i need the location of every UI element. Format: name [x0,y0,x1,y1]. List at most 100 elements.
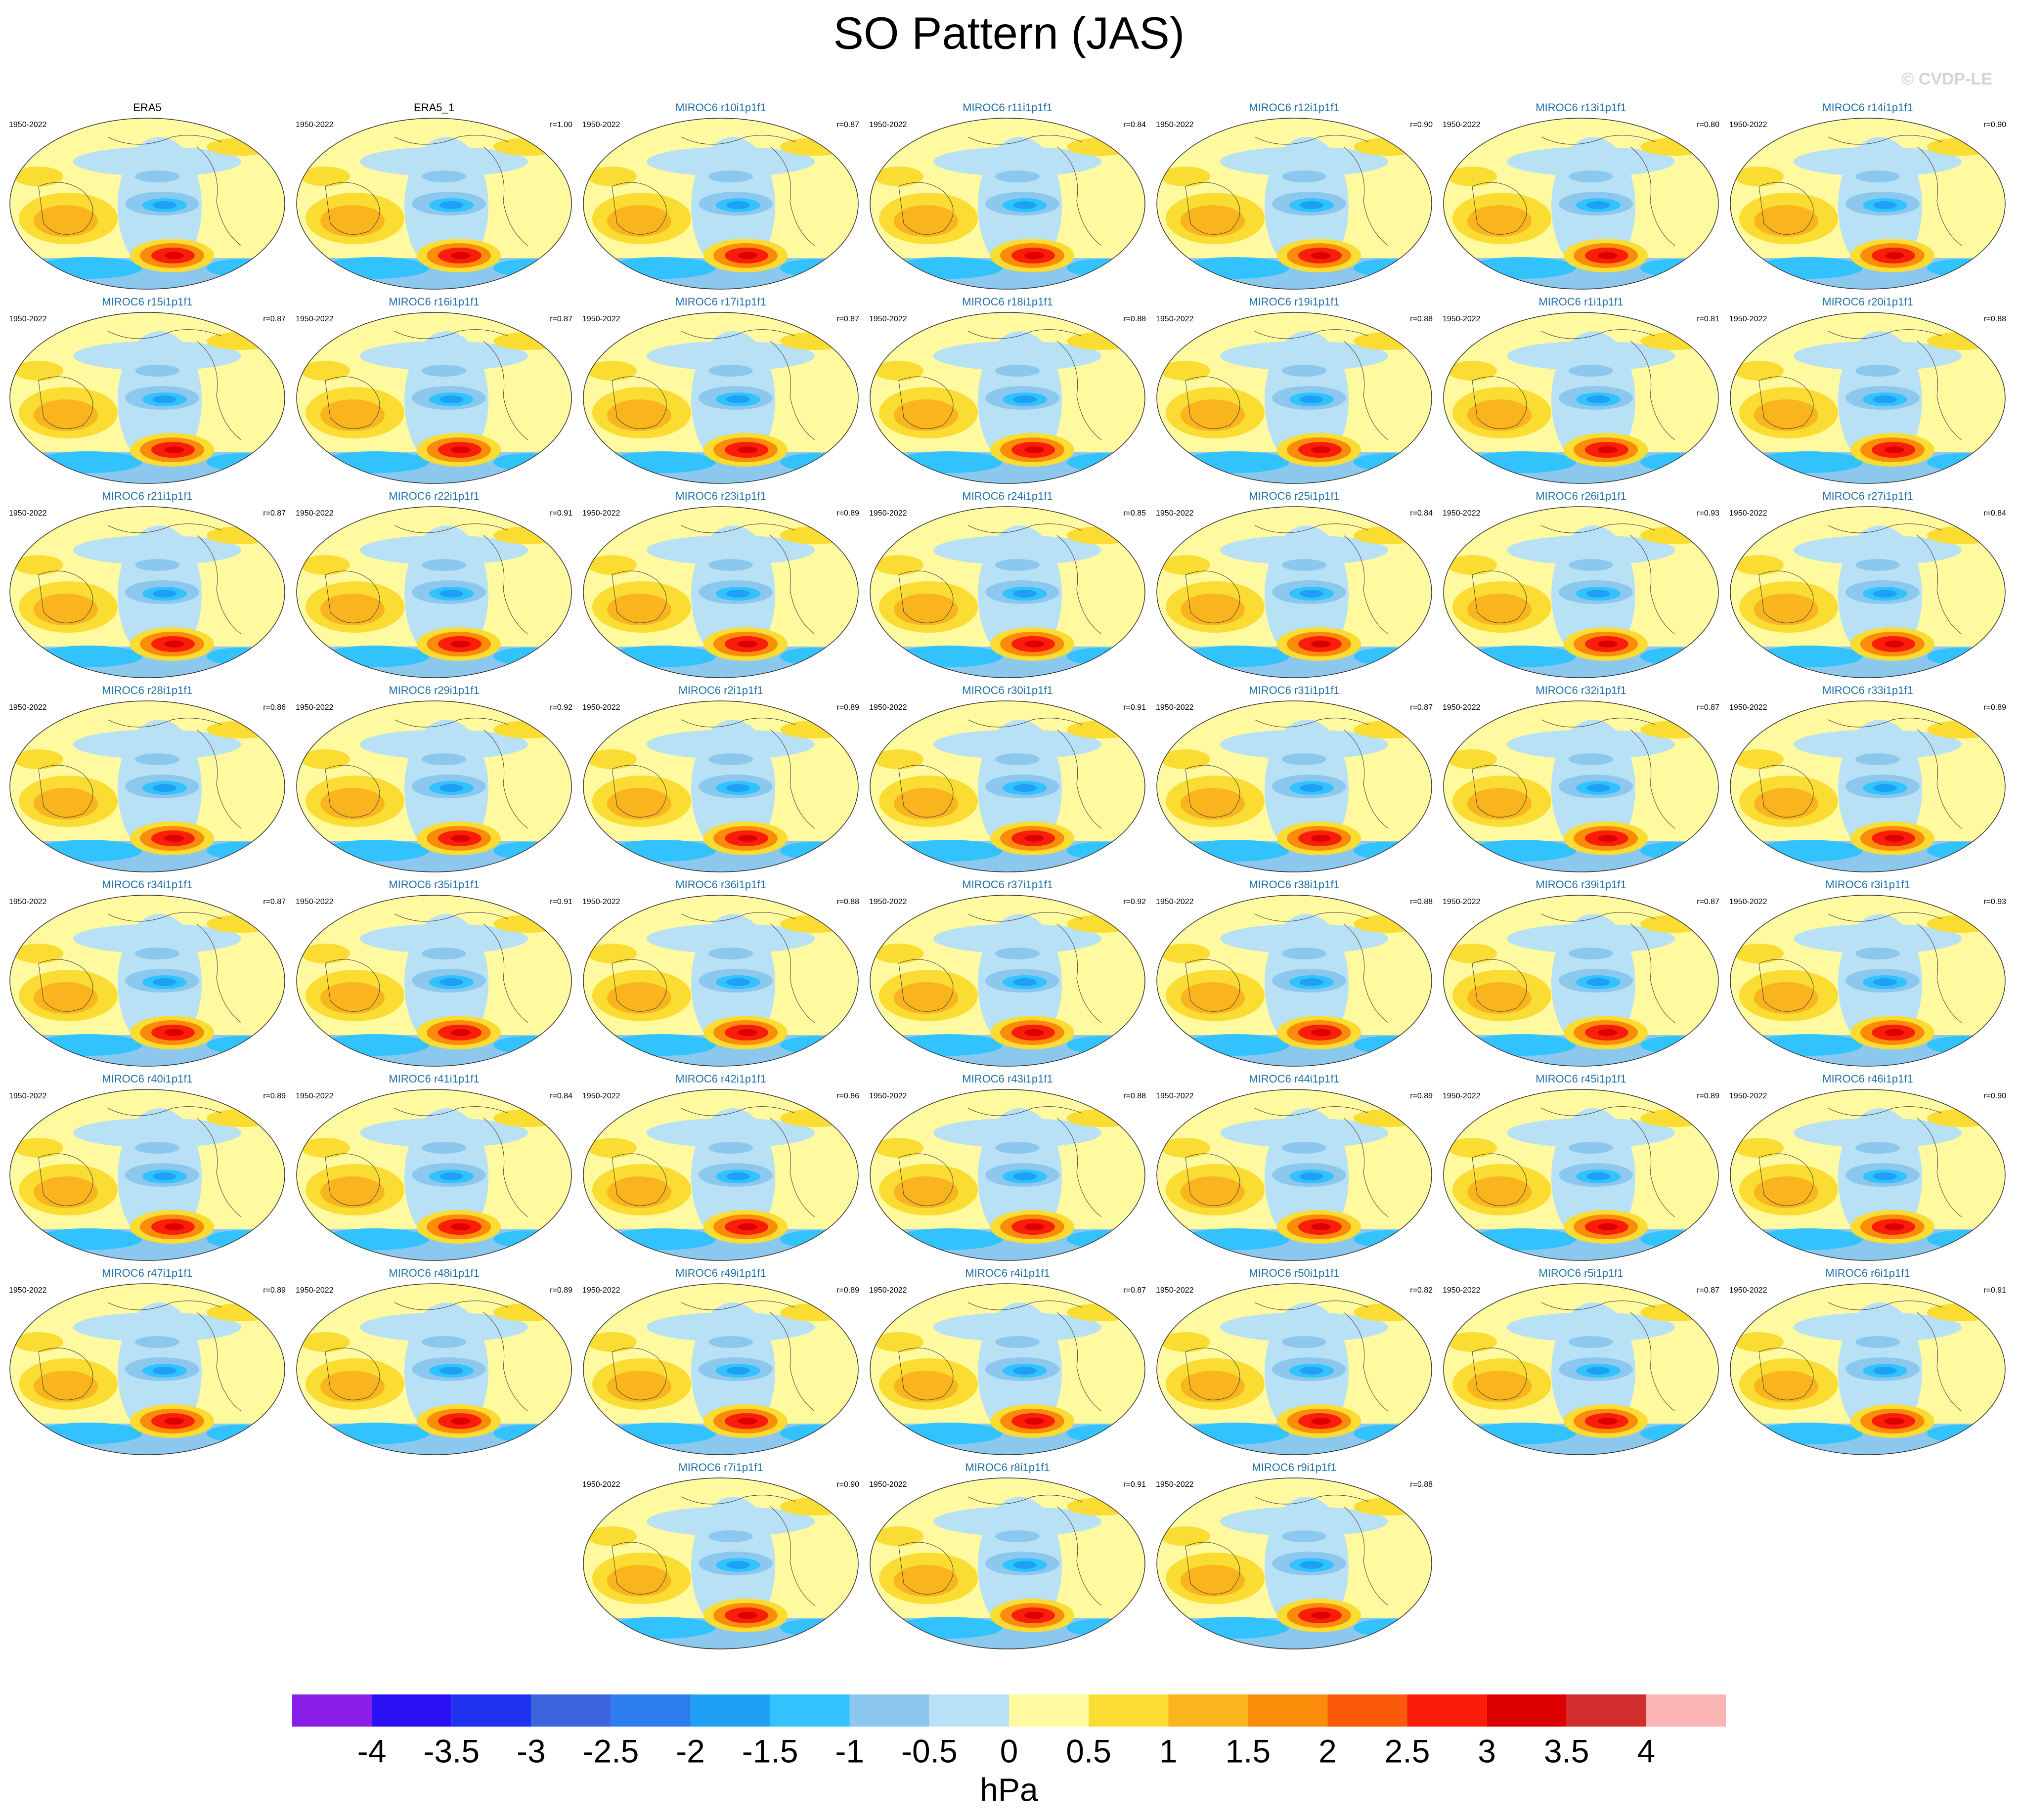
panel-title: MIROC6 r15i1p1f1 [102,296,192,308]
panel-correlation: r=0.89 [1410,1092,1433,1100]
panel-correlation: r=0.87 [1410,703,1433,712]
panel-period: 1950-2022 [1729,509,1767,518]
map-panel [582,311,859,487]
panel-title: MIROC6 r5i1p1f1 [1538,1267,1623,1279]
panel-period: 1950-2022 [582,121,620,129]
colorbar-tick-label: 0 [1000,1733,1018,1769]
panel-correlation: r=0.90 [1983,1092,2006,1100]
colorbar-box [1566,1694,1646,1727]
map-panel [869,506,1146,681]
panel-period: 1950-2022 [296,1286,334,1295]
panel-title: MIROC6 r10i1p1f1 [675,101,766,114]
figure-title: SO Pattern (JAS) [834,8,1185,58]
colorbar-box [1327,1694,1407,1727]
panel-correlation: r=0.88 [836,898,859,906]
colorbar-tick-label: 2 [1318,1733,1337,1769]
panel-title: MIROC6 r31i1p1f1 [1249,684,1339,696]
map-panel [1156,1088,1433,1264]
panel-correlation: r=0.87 [263,315,286,323]
panel-period: 1950-2022 [582,1286,620,1295]
panel-period: 1950-2022 [9,121,47,129]
panel-correlation: r=0.87 [836,315,859,323]
colorbar-tick-label: 2.5 [1385,1733,1430,1769]
panel-period: 1950-2022 [296,121,334,129]
map-panel [296,506,572,681]
panel-period: 1950-2022 [582,1092,620,1100]
panel-period: 1950-2022 [869,703,907,712]
panel-title: MIROC6 r35i1p1f1 [389,878,479,891]
panel-period: 1950-2022 [582,509,620,518]
panel-period: 1950-2022 [1729,898,1767,906]
panel-correlation: r=0.86 [836,1092,859,1100]
map-panel [9,311,286,487]
panel-title: MIROC6 r2i1p1f1 [678,684,763,696]
map-panel [582,700,859,875]
map-panel [582,117,859,293]
colorbar-box [372,1694,452,1727]
panel-period: 1950-2022 [296,1092,334,1100]
panel-correlation: r=0.88 [1410,315,1433,323]
panel-title: MIROC6 r17i1p1f1 [675,296,766,308]
panel-title: MIROC6 r40i1p1f1 [102,1073,192,1085]
panel-period: 1950-2022 [1729,315,1767,323]
map-panel [1443,117,1719,293]
map-panel [296,311,572,487]
panel-period: 1950-2022 [1156,1480,1194,1489]
map-panel [1443,311,1719,487]
map-panel [1156,1477,1433,1652]
panel-correlation: r=0.88 [1123,315,1146,323]
panel-correlation: r=0.91 [1123,703,1146,712]
panel-title: MIROC6 r37i1p1f1 [962,878,1053,891]
colorbar-tick-label: -3 [517,1733,546,1769]
panel-correlation: r=0.82 [1410,1286,1433,1295]
colorbar-tick-label: -3.5 [423,1733,480,1769]
map-panel [1443,1283,1719,1458]
colorbar-box [1487,1694,1567,1727]
colorbar-box [929,1694,1009,1727]
colorbar-tick-label: -4 [357,1733,387,1769]
colorbar-box [690,1694,770,1727]
map-panel [296,700,572,875]
panel-title: MIROC6 r44i1p1f1 [1249,1073,1339,1085]
map-panel [869,117,1146,293]
map-panel [296,894,572,1070]
panel-title: MIROC6 r36i1p1f1 [675,878,766,891]
panel-correlation: r=0.87 [1123,1286,1146,1295]
map-panel [869,1283,1146,1458]
watermark: © CVDP-LE [1901,70,1992,88]
colorbar-label: hPa [980,1771,1038,1808]
panel-correlation: r=0.92 [550,703,572,712]
panel-correlation: r=0.84 [1123,121,1146,129]
panel-period: 1950-2022 [869,1286,907,1295]
colorbar-box [1089,1694,1169,1727]
panel-period: 1950-2022 [9,898,47,906]
panel-correlation: r=0.84 [1410,509,1433,518]
panel-correlation: r=0.90 [836,1480,859,1489]
map-panel [1443,700,1719,875]
map-panel [1443,894,1719,1070]
map-panel [582,1088,859,1264]
panel-period: 1950-2022 [1729,1092,1767,1100]
panel-title: MIROC6 r47i1p1f1 [102,1267,192,1279]
panel-correlation: r=0.86 [263,703,286,712]
panel-title: MIROC6 r7i1p1f1 [678,1461,763,1473]
panel-title: MIROC6 r38i1p1f1 [1249,878,1339,891]
panel-correlation: r=0.88 [1410,898,1433,906]
panel-period: 1950-2022 [9,315,47,323]
panel-title: ERA5 [133,101,161,114]
panel-title: MIROC6 r27i1p1f1 [1822,490,1913,502]
map-panel [1729,117,2006,293]
panel-period: 1950-2022 [582,703,620,712]
colorbar-tick-label: 3.5 [1544,1733,1589,1769]
panel-period: 1950-2022 [1443,1092,1481,1100]
map-panel [9,894,286,1070]
colorbar-tick-label: 3 [1478,1733,1496,1769]
panel-period: 1950-2022 [1156,1286,1194,1295]
panel-period: 1950-2022 [1156,703,1194,712]
panel-title: MIROC6 r45i1p1f1 [1535,1073,1626,1085]
panel-period: 1950-2022 [296,315,334,323]
panel-period: 1950-2022 [869,121,907,129]
map-panel [869,1477,1146,1652]
